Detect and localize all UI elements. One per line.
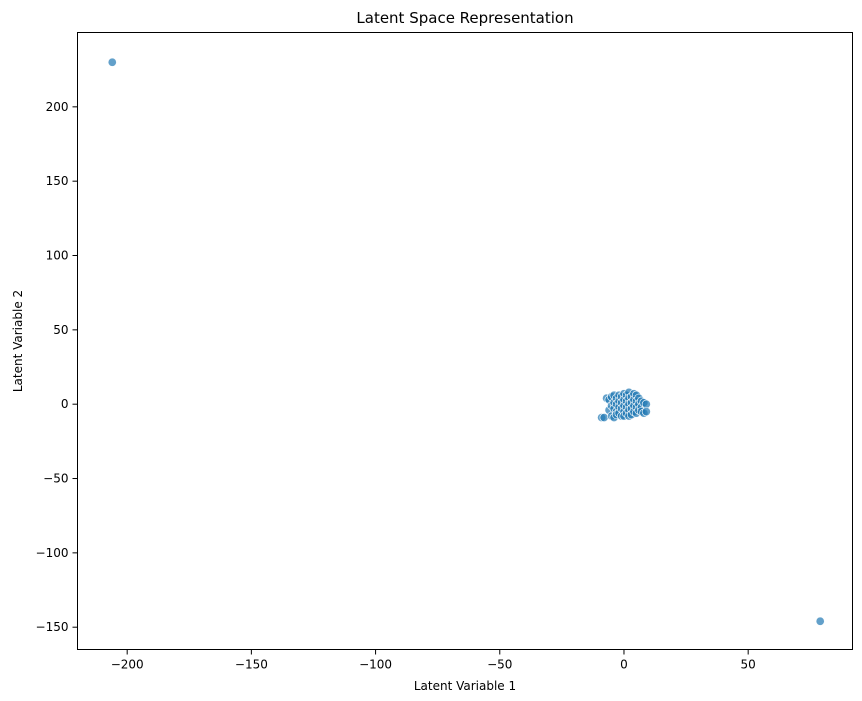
data-point — [599, 413, 609, 423]
x-axis-title: Latent Variable 1 — [414, 679, 516, 693]
y-tick-label: −150 — [36, 620, 69, 634]
plot-frame — [77, 32, 853, 650]
x-tick-label: −150 — [235, 658, 268, 672]
data-point — [107, 57, 117, 67]
chart-title: Latent Space Representation — [356, 9, 573, 27]
x-tick-label: 0 — [620, 658, 628, 672]
y-axis-title: Latent Variable 2 — [11, 290, 25, 392]
y-tick-label: 200 — [46, 100, 69, 114]
y-tick-label: 0 — [61, 397, 69, 411]
x-tick-label: −200 — [111, 658, 144, 672]
y-tick-label: 100 — [46, 249, 69, 263]
data-point — [641, 407, 651, 417]
y-tick-label: −100 — [36, 546, 69, 560]
y-tick-label: 50 — [53, 323, 68, 337]
data-points — [107, 57, 825, 626]
x-tick-label: 50 — [741, 658, 756, 672]
x-tick-label: −100 — [359, 658, 392, 672]
y-axis-ticks: −150 −100 −50 0 50 100 150 200 — [36, 100, 78, 634]
x-tick-label: −50 — [487, 658, 512, 672]
y-tick-label: 150 — [46, 174, 69, 188]
x-axis-ticks: −200 −150 −100 −50 0 50 — [111, 649, 756, 672]
data-point — [815, 616, 825, 626]
y-tick-label: −50 — [43, 472, 68, 486]
